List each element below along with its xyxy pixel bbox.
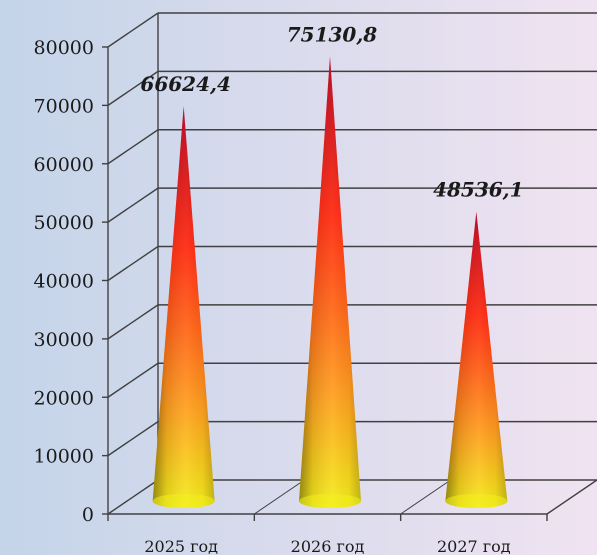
gridline-depth: [107, 70, 159, 106]
gridline-depth: [107, 187, 159, 223]
cones: [152, 56, 508, 509]
cone-shading: [445, 211, 508, 509]
y-tick-label: 40000: [34, 271, 94, 293]
cone-base: [152, 494, 215, 508]
gridline-depth: [107, 304, 159, 340]
y-tick-label: 60000: [34, 154, 94, 176]
y-tick-label: 0: [82, 504, 94, 526]
cone-shading: [299, 56, 361, 509]
data-label: 48536,1: [433, 178, 523, 202]
y-tick-label: 70000: [34, 95, 94, 117]
y-tick-label: 80000: [34, 37, 94, 59]
gridline-depth: [107, 421, 159, 457]
x-tick-label: 2027 год: [437, 537, 511, 555]
data-label: 75130,8: [287, 22, 378, 46]
cone-bar: [152, 106, 215, 509]
cone-bar: [299, 56, 361, 509]
gridline-depth: [107, 245, 159, 282]
gridline-depth: [107, 12, 159, 48]
x-tick-label: 2026 год: [291, 537, 365, 555]
y-tick-label: 30000: [34, 329, 94, 351]
x-tick-label: 2025 год: [144, 537, 218, 555]
floor-edge: [546, 479, 597, 515]
cone-base: [299, 494, 361, 508]
floor-divider: [400, 479, 451, 515]
cone-bar: [445, 211, 508, 509]
cone-base: [445, 494, 508, 508]
floor-divider: [254, 479, 305, 515]
cone-shading: [152, 106, 215, 509]
data-label: 66624,4: [140, 72, 230, 96]
gridline-depth: [107, 129, 159, 165]
axes: 0 10000 20000 30000 40000 50000 60000 70000 8000…: [34, 13, 597, 526]
y-tick-label: 50000: [34, 212, 94, 234]
y-tick-label: 10000: [34, 446, 94, 468]
gridline-depth: [107, 479, 159, 515]
labels: 2025 год 66624,4 2026 год 75130,8 2027 год 48…: [140, 22, 523, 555]
gridlines: [107, 12, 597, 515]
gridline-depth: [107, 362, 159, 398]
y-tick-label: 20000: [34, 387, 94, 409]
